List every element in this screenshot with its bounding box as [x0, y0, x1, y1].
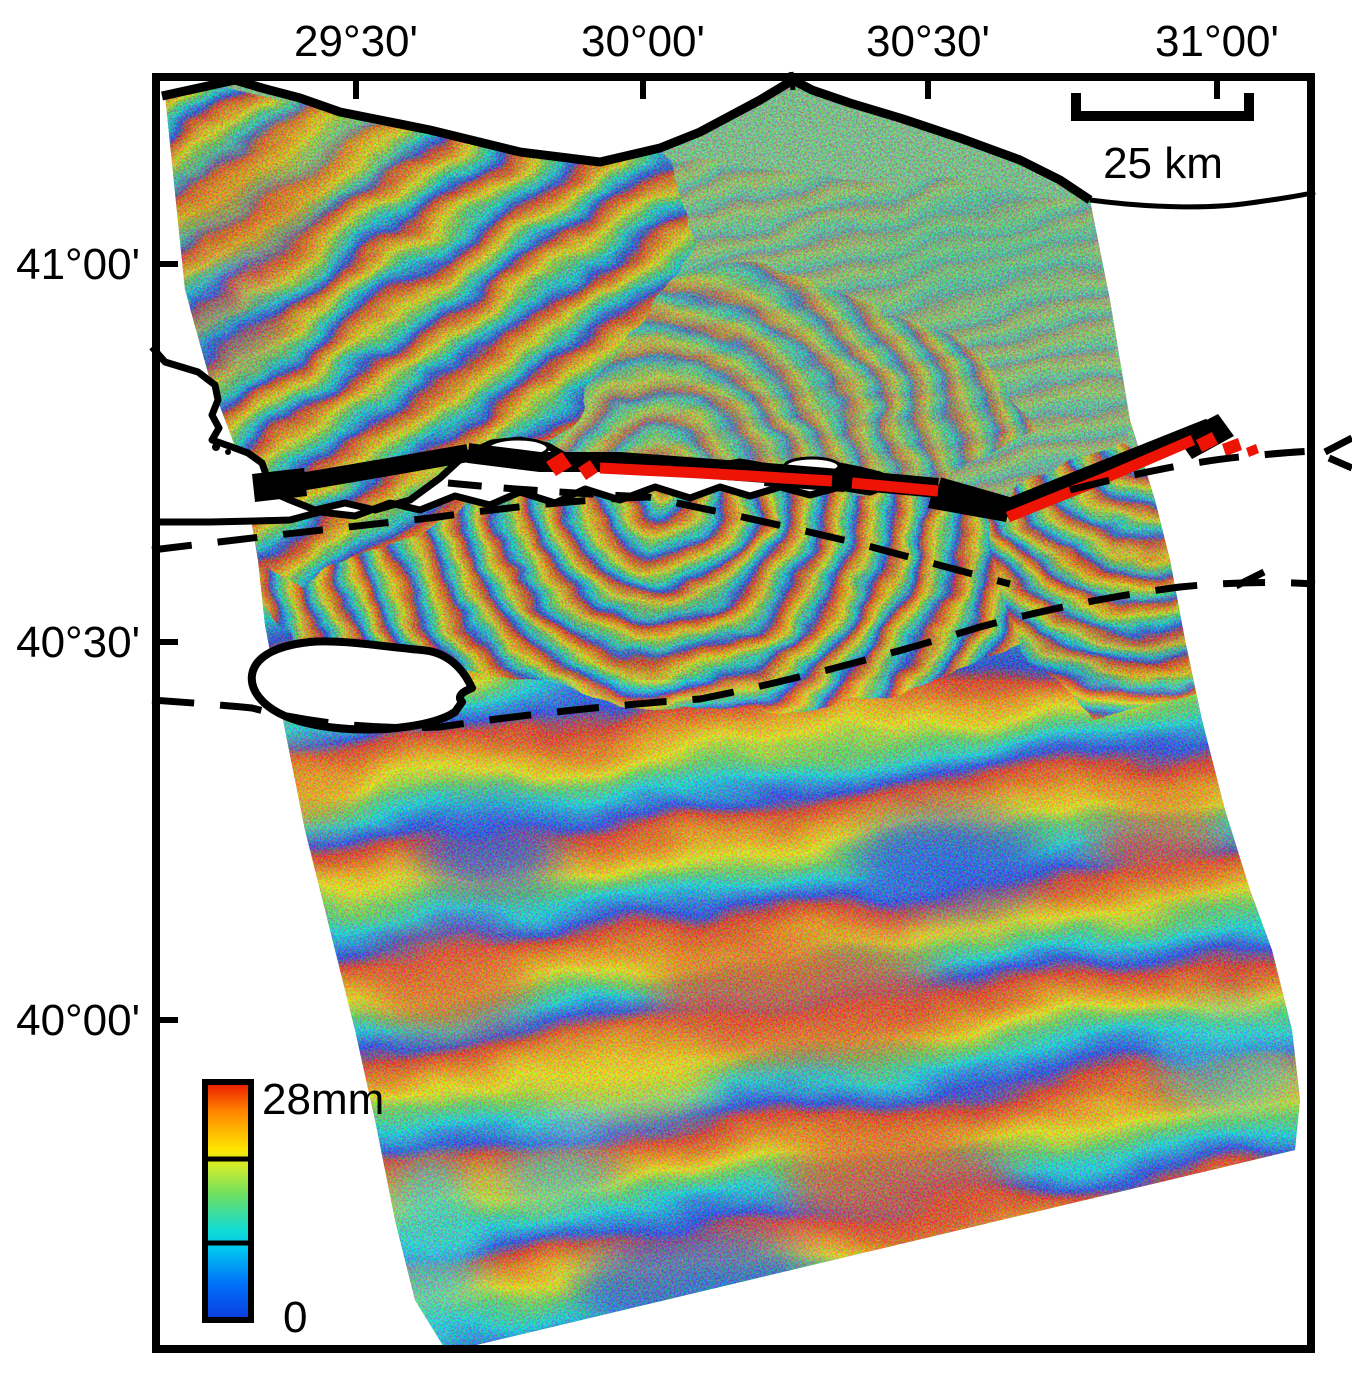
black-sea-coastline-east: [1089, 189, 1316, 210]
x-axis-ticks: [353, 81, 1220, 99]
y-tick-label-4030: 40°30': [16, 618, 140, 667]
y-tick-label-4000: 40°00': [16, 996, 140, 1045]
x-tick-label-3100: 31°00': [1155, 17, 1279, 66]
x-tick-label-2930: 29°30': [294, 17, 418, 66]
colorbar-gradient: [205, 1082, 251, 1320]
colorbar: 28mm 0: [202, 1075, 384, 1342]
scale-bar-label: 25 km: [1103, 139, 1223, 188]
princes-islands-icon: [225, 449, 231, 455]
scale-bar: [1071, 93, 1254, 121]
colorbar-max-label: 28mm: [262, 1075, 384, 1124]
princes-islands-icon: [212, 443, 220, 451]
colorbar-min-label: 0: [283, 1293, 307, 1342]
x-tick-label-3030: 30°30': [866, 17, 990, 66]
black-sea-coastline: [161, 75, 1093, 204]
y-axis-ticks: [160, 261, 178, 1023]
y-tick-label-4100: 41°00': [16, 240, 140, 289]
lake-iznik: [247, 637, 476, 734]
colorbar-frame: [202, 1079, 254, 1323]
fault-branches-dashed: [151, 434, 1352, 732]
map-frame: [152, 73, 1315, 1353]
x-tick-label-3000: 30°00': [581, 17, 705, 66]
